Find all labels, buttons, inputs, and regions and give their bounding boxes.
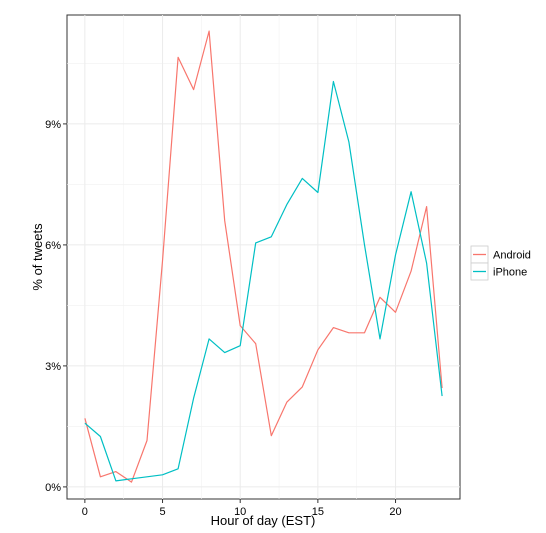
- series-lines: [84, 30, 443, 483]
- x-tick-label: 20: [389, 506, 401, 518]
- y-tick-label: 0%: [45, 482, 61, 494]
- x-axis-title: Hour of day (EST): [211, 513, 316, 528]
- legend-label-iphone: iPhone: [493, 267, 527, 279]
- y-tick-label: 9%: [45, 119, 61, 131]
- x-axis: 0 5 10 15 20: [82, 499, 402, 518]
- y-tick-label: 6%: [45, 240, 61, 252]
- series-line-iphone: [84, 80, 443, 482]
- x-tick-label: 15: [312, 506, 324, 518]
- y-axis-title: % of tweets: [30, 223, 45, 291]
- minor-gridlines: [67, 15, 460, 499]
- y-axis: 0% 3% 6% 9%: [45, 119, 67, 494]
- x-tick-label: 5: [159, 506, 165, 518]
- plot-panel: [66, 14, 461, 500]
- x-tick-label: 10: [234, 506, 246, 518]
- series-line-android: [84, 30, 443, 483]
- legend: Android iPhone: [470, 245, 531, 281]
- x-tick-label: 0: [82, 506, 88, 518]
- legend-label-android: Android: [493, 250, 531, 262]
- y-tick-label: 3%: [45, 361, 61, 373]
